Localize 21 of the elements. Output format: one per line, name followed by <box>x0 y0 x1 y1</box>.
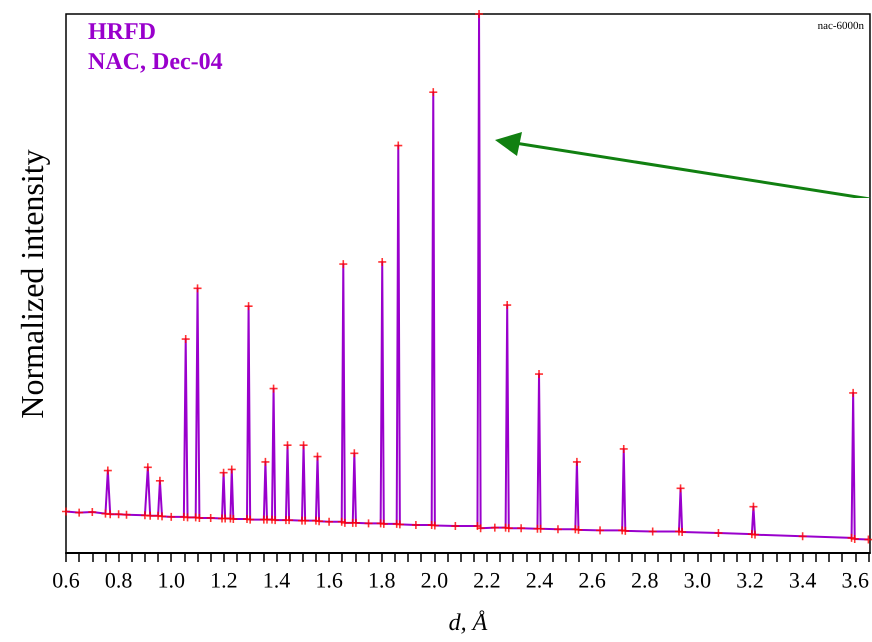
x-tick-label: 0.8 <box>104 568 132 592</box>
annotation: nac-6000n <box>818 20 864 32</box>
x-tick-label: 1.8 <box>368 568 396 592</box>
x-tick-label: 3.6 <box>842 568 869 592</box>
annotation: HRFD <box>88 19 156 45</box>
x-tick-label: 2.0 <box>420 568 448 592</box>
x-tick-label: 1.4 <box>262 568 290 592</box>
annotation: NAC, Dec-04 <box>88 49 223 75</box>
x-tick-label: 2.6 <box>578 568 606 592</box>
x-tick-label: 3.2 <box>736 568 764 592</box>
x-tick-label: 2.2 <box>473 568 501 592</box>
x-axis-title: d, Å <box>448 610 488 636</box>
y-axis-title: Normalized intensity <box>14 149 50 419</box>
x-tick-label: 1.2 <box>210 568 238 592</box>
x-tick-label: 0.6 <box>52 568 80 592</box>
x-tick-label: 2.4 <box>526 568 554 592</box>
x-tick-label: 3.4 <box>788 568 816 592</box>
x-tick-label: 2.8 <box>631 568 659 592</box>
x-tick-label: 3.0 <box>684 568 712 592</box>
x-tick-label: 1.0 <box>157 568 185 592</box>
x-tick-label: 1.6 <box>315 568 343 592</box>
